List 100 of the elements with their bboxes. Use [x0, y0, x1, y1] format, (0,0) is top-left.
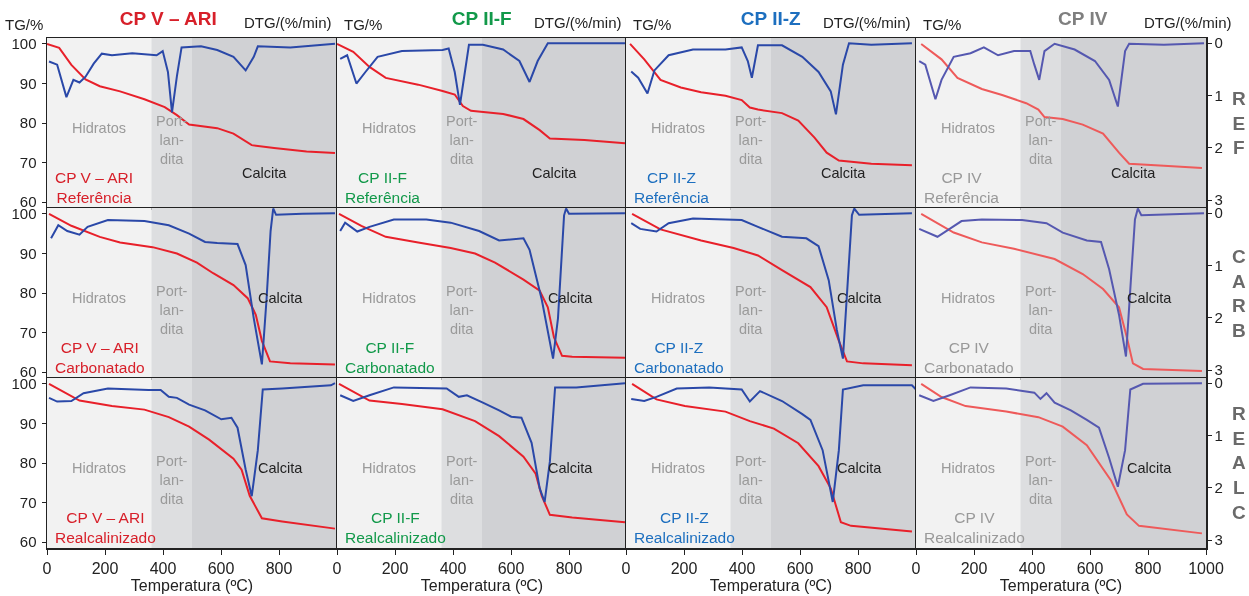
chart-title: CP IV	[1057, 7, 1108, 29]
x-tick-label: 800	[844, 559, 872, 577]
x-tick-label: 600	[786, 559, 814, 577]
x-tick-label: 800	[265, 559, 293, 577]
band-label: Hidratos	[72, 120, 126, 136]
y-tick-label: 80	[19, 453, 37, 471]
band-label: Port- lan- dita	[735, 282, 767, 337]
x-tick-label: 200	[381, 559, 408, 577]
y2-tick-label: 1	[1214, 426, 1223, 444]
x-tick-label: 600	[1076, 559, 1103, 577]
annotation: CP II-Z Carbonatado	[634, 338, 724, 376]
band-label: Port- lan- dita	[735, 452, 767, 507]
text: TG/%	[922, 16, 961, 33]
x-tick-label: 400	[1018, 559, 1045, 577]
y-tick-label: 70	[19, 323, 37, 341]
line-series	[917, 42, 1205, 108]
text: DTG/(%/min)	[244, 14, 332, 31]
annotation: CP V – ARI Realcalinizado	[55, 508, 156, 546]
x-tick-label: 400	[439, 559, 466, 577]
y2-tick-label: 3	[1214, 530, 1223, 548]
annotation: CP IV Realcalinizado	[923, 508, 1025, 546]
annotation: CP II-F Carbonatado	[344, 338, 435, 376]
x-tick-label: 0	[911, 559, 921, 577]
x-tick-label: 600	[207, 559, 235, 577]
y2-axis-title: DTG/(%/min)	[823, 14, 911, 31]
x-tick-label: 200	[960, 559, 987, 577]
band-label: Port- lan- dita	[445, 452, 478, 507]
text: REF	[1231, 88, 1246, 159]
y-tick-label: 80	[19, 114, 37, 132]
line-series	[917, 381, 1203, 488]
x-tick-label: 800	[1134, 559, 1161, 577]
band-label: Calcita	[1110, 165, 1156, 181]
y2-tick-label: 2	[1214, 308, 1223, 326]
text: DTG/(%/min)	[533, 14, 621, 31]
band-label: Calcita	[837, 459, 883, 476]
annotation: CP II-Z Realcalinizado	[634, 508, 735, 546]
line-series	[48, 382, 336, 530]
band-label: Hidratos	[361, 120, 416, 136]
y2-tick-label: 1	[1214, 256, 1223, 274]
x-tick-label: 1000	[1187, 559, 1224, 577]
chart-title: CP V – ARI	[119, 7, 217, 29]
band-label: Hidratos	[940, 120, 995, 136]
text: CARB	[1231, 245, 1246, 341]
band-label: Port- lan- dita	[445, 282, 478, 337]
band-label: Hidratos	[361, 459, 416, 476]
y-tick-label: 90	[19, 414, 37, 432]
y2-tick-label: 1	[1214, 86, 1223, 104]
text: REALC	[1231, 402, 1246, 523]
band-label: Hidratos	[72, 459, 126, 476]
x-tick-label: 600	[497, 559, 524, 577]
band-label: Hidratos	[940, 459, 995, 476]
band-label: Calcita	[242, 165, 288, 181]
band-label: Hidratos	[651, 289, 705, 306]
band-label: Calcita	[531, 165, 577, 181]
chart-title: CP II-F	[451, 7, 512, 29]
line-series	[47, 42, 336, 155]
annotation: CP II-F Referência	[344, 169, 420, 207]
y-tick-label: 70	[19, 493, 37, 511]
annotation: CP II-F Realcalinizado	[344, 508, 446, 546]
band-label: Hidratos	[940, 289, 995, 306]
y-tick-label: 90	[19, 244, 37, 262]
y-tick-label: 60	[19, 532, 37, 550]
y2-tick-label: 0	[1214, 34, 1223, 52]
x-tick-label: 800	[555, 559, 582, 577]
x-tick-label: 400	[149, 559, 177, 577]
band-label: Calcita	[821, 165, 867, 181]
band-label: Port- lan- dita	[1024, 282, 1057, 337]
x-axis-title: Temperatura (ºC)	[130, 576, 254, 594]
annotation: CP II-Z Referência	[634, 169, 710, 207]
y2-tick-label: 3	[1214, 191, 1223, 209]
chart-title: CP II-Z	[740, 7, 802, 29]
x-tick-label: 200	[91, 559, 119, 577]
annotation: CP V – ARI Carbonatado	[55, 338, 145, 376]
x-tick-label: 200	[670, 559, 698, 577]
y-axis-title: TG/%	[343, 16, 382, 33]
band-label: Port- lan- dita	[445, 113, 478, 167]
band-label: Port- lan- dita	[156, 452, 188, 507]
band-label: Port- lan- dita	[156, 282, 188, 337]
band-label: Port- lan- dita	[735, 113, 767, 167]
y-tick-label: 100	[11, 35, 37, 53]
band-label: Hidratos	[361, 289, 416, 306]
y-tick-label: 80	[19, 283, 37, 301]
band-label: Port- lan- dita	[1024, 113, 1057, 167]
x-tick-label: 0	[42, 559, 52, 577]
y-axis-title: TG/%	[5, 16, 44, 33]
y-tick-label: 70	[19, 153, 37, 171]
x-tick-label: 400	[728, 559, 756, 577]
band-label: Calcita	[258, 459, 304, 476]
x-tick-label: 0	[621, 559, 631, 577]
y2-axis-title: DTG/(%/min)	[1143, 14, 1231, 31]
band-label: Hidratos	[651, 459, 705, 476]
band-label: Hidratos	[72, 289, 126, 306]
annotation: CP V – ARI Referência	[55, 169, 134, 207]
y-tick-label: 90	[19, 74, 37, 92]
y2-tick-label: 2	[1214, 478, 1223, 496]
y2-tick-label: 2	[1214, 139, 1223, 157]
y2-tick-label: 3	[1214, 360, 1223, 378]
annotation: CP IV Carbonatado	[923, 338, 1014, 376]
x-axis-title: Temperatura (ºC)	[420, 576, 543, 594]
x-tick-label: 0	[332, 559, 342, 577]
